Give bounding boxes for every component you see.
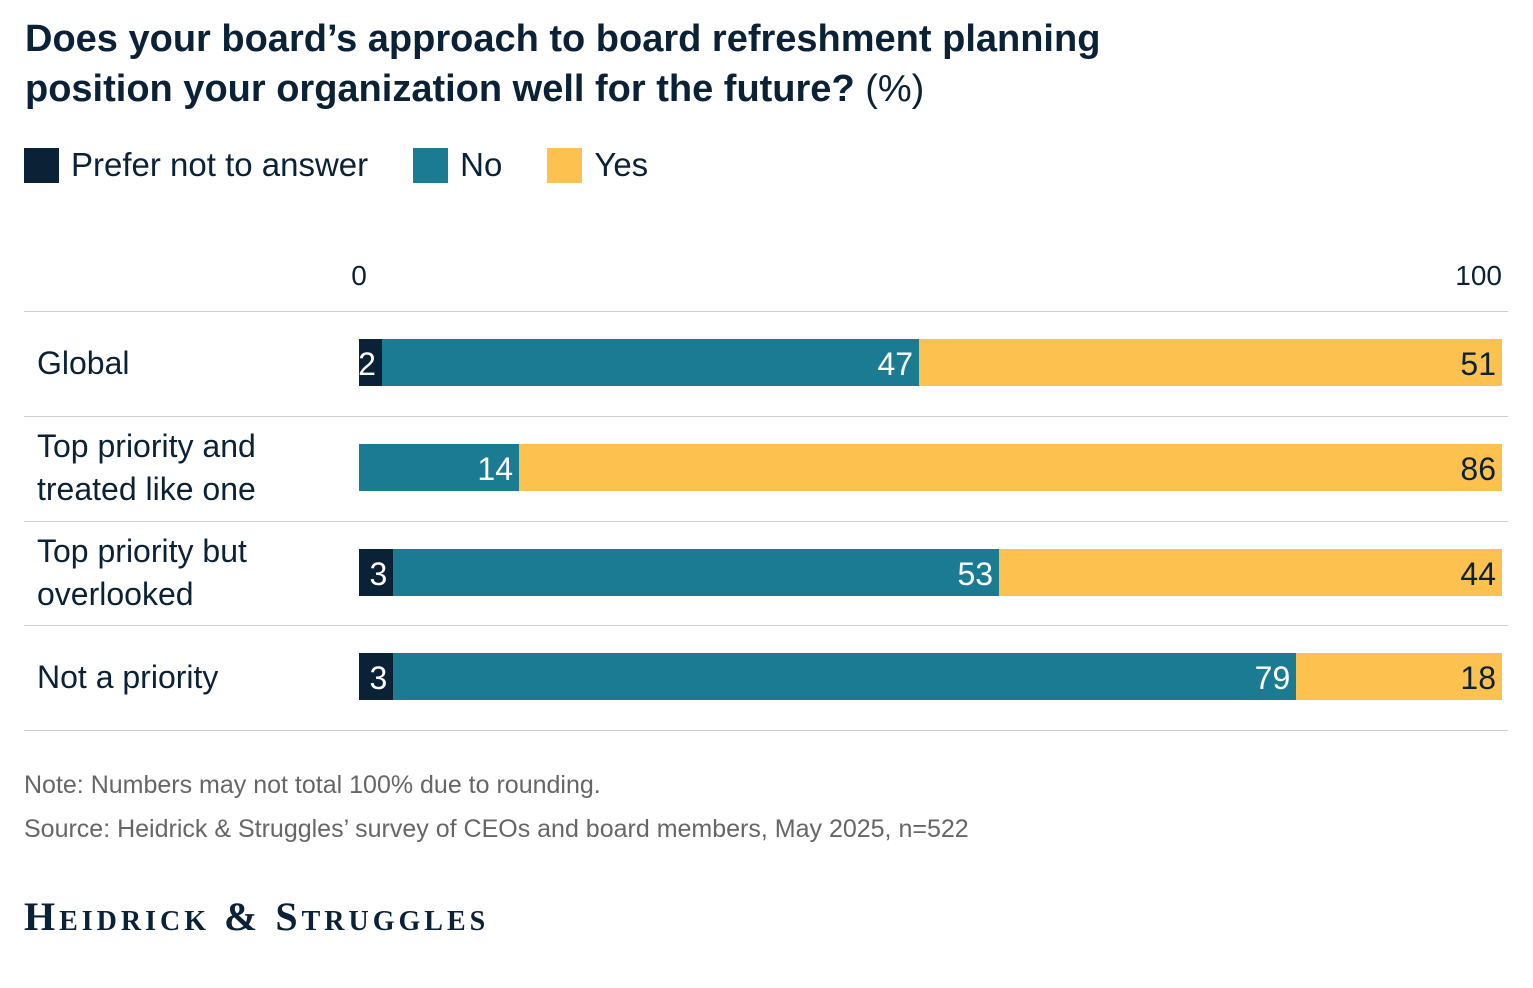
title-unit: (%) [865,68,925,110]
value-label: 18 [1460,660,1496,697]
logo: Heidrick & Struggles [24,894,490,939]
legend-item: Prefer not to answer [24,145,368,185]
bar-segment [519,443,1502,491]
bar-segment [393,548,1000,596]
legend-swatch [547,147,583,183]
chart-title-block: Does your board’s approach to board refr… [25,14,1205,114]
chart-title: Does your board’s approach to board refr… [25,18,1101,110]
value-label: 53 [957,555,994,592]
value-label: 86 [1460,450,1496,487]
legend: Prefer not to answer No Yes [24,145,693,185]
legend-item: Yes [547,145,648,185]
row-separator [24,311,1508,312]
value-label: 3 [369,660,388,697]
category-label: Top priority but overlooked [37,532,247,612]
row-separator [24,415,1508,417]
x-tick-label: 0 [351,260,367,291]
value-label: 47 [877,346,914,382]
category-label: Top priority and treated like one [37,427,256,507]
category-label: Global [37,344,130,381]
category-label: Not a priority [37,658,219,695]
bar-segment [393,653,1297,701]
legend-item: No [413,145,502,185]
row-separator [24,625,1508,627]
legend-swatch [24,147,59,183]
bar-segment [359,548,394,596]
value-label: 51 [1460,346,1496,382]
x-tick-label: 100 [1455,260,1502,291]
value-label: 3 [369,555,388,592]
value-label: 14 [477,450,514,487]
row-separator [24,730,1508,731]
legend-swatch [413,147,449,183]
legend-label: Prefer not to answer [71,146,369,183]
note: Note: Numbers may not total 100% due to … [24,771,601,799]
legend-label: No [460,146,503,183]
legend-label: Yes [594,146,649,183]
bar-segment [381,339,920,386]
bar-segment [359,339,382,386]
source: Source: Heidrick & Struggles’ survey of … [24,815,969,843]
value-label: 44 [1460,555,1496,592]
bar-segment [359,443,520,491]
row-separator [24,520,1508,522]
bar-segment [919,339,1502,386]
bar-segment [1296,653,1502,701]
bar-segment [359,653,394,701]
value-label: 79 [1254,660,1291,697]
bar-segment [999,548,1502,596]
value-label: 2 [358,346,376,382]
